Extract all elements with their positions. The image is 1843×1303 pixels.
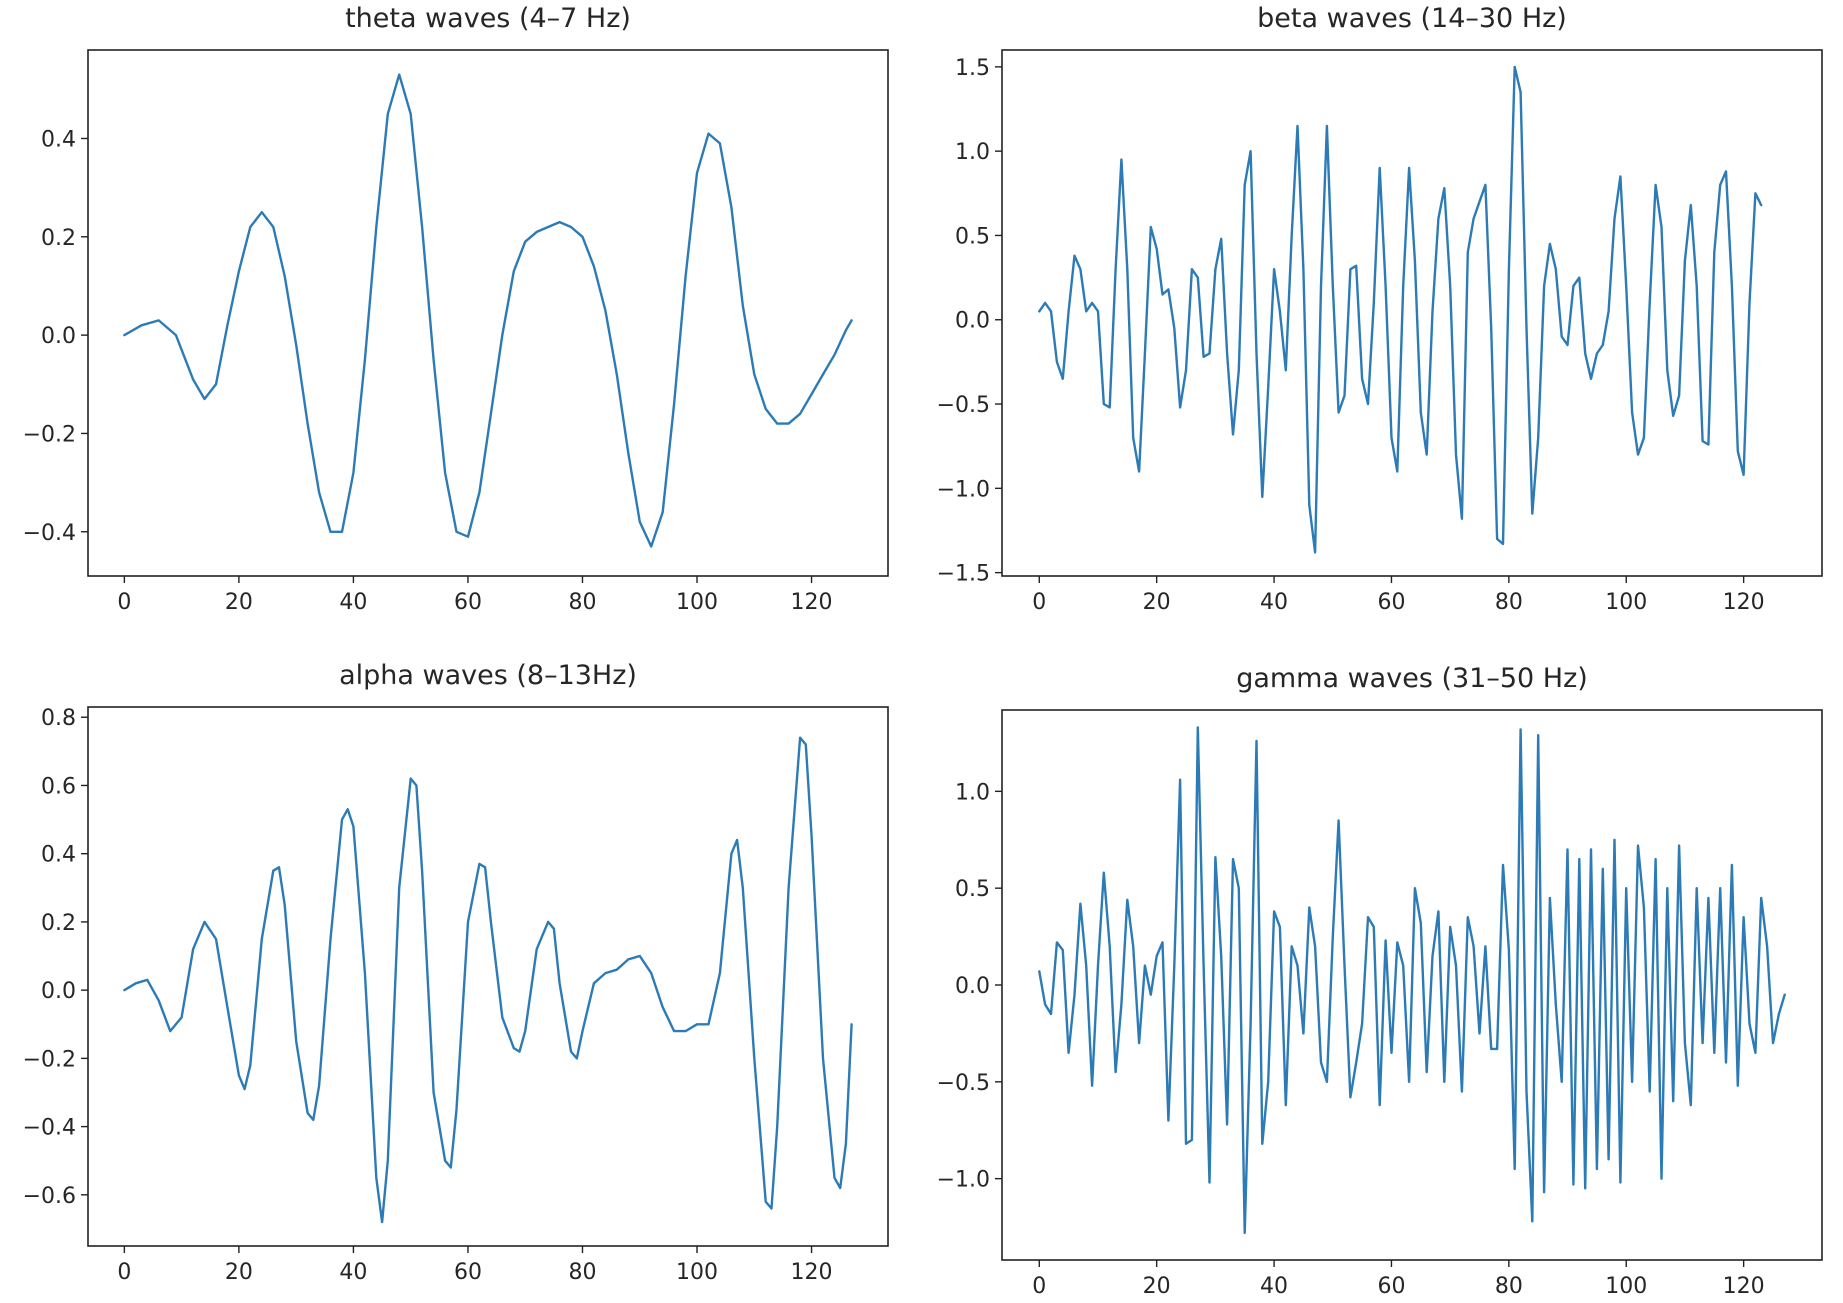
y-tick-label: −0.2 bbox=[23, 422, 76, 447]
y-tick-label: 0.0 bbox=[955, 974, 990, 999]
x-tick-label: 80 bbox=[1495, 590, 1523, 615]
y-tick-label: −1.0 bbox=[937, 1168, 990, 1193]
x-tick-label: 80 bbox=[1495, 1274, 1523, 1299]
y-tick-label: 1.5 bbox=[955, 56, 990, 81]
y-tick-label: −0.5 bbox=[937, 393, 990, 418]
x-tick-label: 20 bbox=[1143, 1274, 1171, 1299]
y-tick-label: 0.4 bbox=[41, 127, 76, 152]
y-tick-label: −0.5 bbox=[937, 1071, 990, 1096]
y-tick-label: −0.4 bbox=[23, 1116, 76, 1141]
y-tick-label: 0.5 bbox=[955, 877, 990, 902]
alpha-waves-subplot: alpha waves (8–13Hz) 0 20 40 60 80 100 120 −0.6 −… bbox=[0, 650, 910, 1303]
plot-frame bbox=[1001, 49, 1823, 577]
y-tick-label: 0.0 bbox=[41, 979, 76, 1004]
alpha-wave-line bbox=[123, 736, 853, 1224]
gamma-chart-title: gamma waves (31–50 Hz) bbox=[1236, 663, 1588, 694]
x-tick-label: 0 bbox=[1032, 590, 1046, 615]
y-tick-label: 0.4 bbox=[41, 843, 76, 868]
y-tick-label: −0.6 bbox=[23, 1184, 76, 1209]
x-tick-label: 120 bbox=[791, 1260, 833, 1285]
beta-waves-chart: beta waves (14–30 Hz) 0 20 40 60 80 100 120 −1.5… bbox=[937, 3, 1823, 615]
x-tick-label: 80 bbox=[568, 1260, 596, 1285]
y-tick-label: 0.0 bbox=[955, 309, 990, 334]
x-tick-label: 100 bbox=[676, 590, 718, 615]
x-tick-label: 120 bbox=[1723, 590, 1765, 615]
y-tick-label: 0.6 bbox=[41, 774, 76, 799]
y-tick-label: 0.8 bbox=[41, 706, 76, 731]
y-tick-label: 0.2 bbox=[41, 226, 76, 251]
theta-waves-chart: theta waves (4–7 Hz) 0 20 40 60 80 100 120 −0.4 −… bbox=[23, 3, 889, 615]
plot-frame bbox=[87, 706, 889, 1247]
alpha-chart-title: alpha waves (8–13Hz) bbox=[339, 660, 637, 691]
theta-waves-subplot: theta waves (4–7 Hz) 0 20 40 60 80 100 120 −0.4 −… bbox=[0, 0, 910, 640]
x-tick-label: 80 bbox=[568, 590, 596, 615]
y-tick-label: −0.4 bbox=[23, 521, 76, 546]
gamma-waves-chart: gamma waves (31–50 Hz) 0 20 40 60 80 100 120 −1.… bbox=[937, 663, 1823, 1299]
x-tick-label: 60 bbox=[454, 1260, 482, 1285]
x-tick-label: 0 bbox=[117, 1260, 131, 1285]
theta-wave-line bbox=[123, 73, 853, 548]
x-tick-label: 40 bbox=[339, 1260, 367, 1285]
y-tick-label: 0.5 bbox=[955, 224, 990, 249]
y-tick-label: 1.0 bbox=[955, 780, 990, 805]
y-tick-label: −1.0 bbox=[937, 477, 990, 502]
x-tick-label: 100 bbox=[676, 1260, 718, 1285]
gamma-wave-line bbox=[1038, 726, 1786, 1235]
x-tick-label: 0 bbox=[1032, 1274, 1046, 1299]
x-tick-label: 60 bbox=[454, 590, 482, 615]
x-tick-label: 40 bbox=[1260, 1274, 1288, 1299]
beta-waves-subplot: beta waves (14–30 Hz) 0 20 40 60 80 100 120 −1.5… bbox=[920, 0, 1843, 640]
x-tick-label: 60 bbox=[1377, 590, 1405, 615]
y-tick-label: −0.2 bbox=[23, 1047, 76, 1072]
x-tick-label: 100 bbox=[1605, 590, 1647, 615]
x-tick-label: 20 bbox=[225, 1260, 253, 1285]
x-tick-label: 60 bbox=[1377, 1274, 1405, 1299]
alpha-waves-chart: alpha waves (8–13Hz) 0 20 40 60 80 100 120 −0.6 −… bbox=[23, 660, 889, 1285]
beta-wave-line bbox=[1038, 65, 1763, 554]
x-tick-label: 0 bbox=[117, 590, 131, 615]
x-tick-label: 40 bbox=[1260, 590, 1288, 615]
y-tick-label: 1.0 bbox=[955, 140, 990, 165]
beta-chart-title: beta waves (14–30 Hz) bbox=[1257, 3, 1567, 34]
theta-chart-title: theta waves (4–7 Hz) bbox=[345, 3, 631, 34]
plot-frame bbox=[87, 49, 889, 577]
x-tick-label: 40 bbox=[339, 590, 367, 615]
x-tick-label: 20 bbox=[225, 590, 253, 615]
x-tick-label: 120 bbox=[1723, 1274, 1765, 1299]
y-tick-label: −1.5 bbox=[937, 562, 990, 587]
x-tick-label: 100 bbox=[1605, 1274, 1647, 1299]
x-tick-label: 20 bbox=[1143, 590, 1171, 615]
y-tick-label: 0.0 bbox=[41, 324, 76, 349]
gamma-waves-subplot: gamma waves (31–50 Hz) 0 20 40 60 80 100 120 −1.… bbox=[920, 650, 1843, 1303]
x-tick-label: 120 bbox=[791, 590, 833, 615]
y-tick-label: 0.2 bbox=[41, 911, 76, 936]
